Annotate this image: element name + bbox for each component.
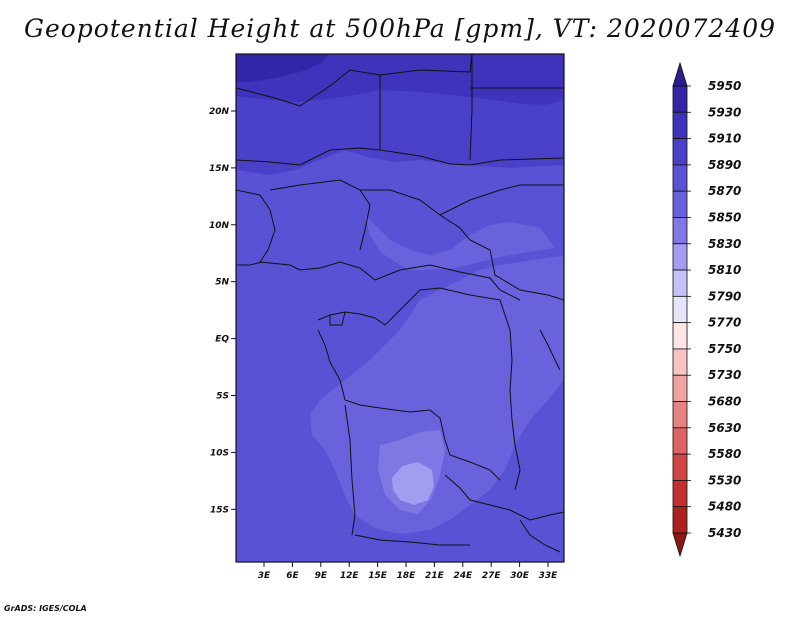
contour-5850-north bbox=[365, 215, 555, 270]
country-borders bbox=[236, 54, 564, 553]
contour-field bbox=[236, 54, 564, 562]
colorbar-label: 5950 bbox=[708, 79, 741, 93]
contour-5910 bbox=[236, 54, 564, 105]
lon-tick-label: 27E bbox=[482, 571, 502, 581]
colorbar-label: 5750 bbox=[708, 342, 741, 356]
colorbar-label: 5910 bbox=[708, 132, 741, 146]
lat-axis: 20N 15N 10N 5N EQ 5S 10S 15S bbox=[209, 107, 236, 515]
colorbar-label: 5680 bbox=[708, 395, 741, 409]
colorbar-label: 5530 bbox=[708, 473, 741, 487]
lat-tick-label: 10S bbox=[210, 448, 229, 458]
contour-5930 bbox=[236, 54, 330, 82]
lon-tick-label: 30E bbox=[510, 571, 530, 581]
colorbar-label: 5810 bbox=[708, 263, 741, 277]
colorbar-swatch bbox=[672, 374, 688, 402]
lon-tick-label: 33E bbox=[539, 571, 559, 581]
lon-tick-label: 9E bbox=[315, 571, 328, 581]
lon-tick-label: 12E bbox=[340, 571, 360, 581]
colorbar: 5950 5930 5910 5890 5870 5850 5830 5810 5790 5770… bbox=[672, 61, 741, 558]
colorbar-label: 5430 bbox=[708, 526, 741, 540]
colorbar-swatch bbox=[672, 506, 688, 534]
colorbar-swatch bbox=[672, 269, 688, 297]
colorbar-label: 5580 bbox=[708, 447, 741, 461]
colorbar-label: 5480 bbox=[708, 500, 741, 514]
map-title: Geopotential Height at 500hPa [gpm], VT:… bbox=[23, 14, 777, 43]
lat-tick-label: 15N bbox=[209, 164, 230, 174]
lon-tick-label: 18E bbox=[397, 571, 417, 581]
colorbar-label: 5870 bbox=[708, 184, 741, 198]
colorbar-label: 5790 bbox=[708, 289, 741, 303]
colorbar-label: 5930 bbox=[708, 105, 741, 119]
colorbar-swatch bbox=[672, 138, 688, 166]
lon-tick-label: 24E bbox=[453, 571, 473, 581]
lat-tick-label: 10N bbox=[209, 221, 230, 231]
colorbar-swatch bbox=[672, 243, 688, 271]
lon-tick-label: 15E bbox=[368, 571, 388, 581]
credit-label: GrADS: IGES/COLA bbox=[4, 604, 87, 613]
colorbar-swatch bbox=[672, 322, 688, 350]
lon-tick-label: 3E bbox=[258, 571, 271, 581]
lon-tick-label: 6E bbox=[286, 571, 299, 581]
colorbar-swatch bbox=[672, 453, 688, 481]
lat-tick-label: 5S bbox=[216, 392, 229, 402]
colorbar-swatch bbox=[672, 480, 688, 508]
lon-axis: 3E 6E 9E 12E 15E 18E 21E 24E 27E 30E 33E bbox=[258, 562, 558, 581]
colorbar-label: 5770 bbox=[708, 316, 741, 330]
colorbar-label: 5890 bbox=[708, 158, 741, 172]
colorbar-swatch bbox=[672, 217, 688, 245]
colorbar-swatch bbox=[672, 401, 688, 429]
colorbar-swatch bbox=[672, 164, 688, 192]
colorbar-swatch bbox=[672, 85, 688, 113]
colorbar-swatch bbox=[672, 427, 688, 455]
colorbar-label: 5630 bbox=[708, 421, 741, 435]
lat-tick-label: 5N bbox=[215, 278, 229, 288]
lat-tick-label: 15S bbox=[210, 505, 229, 515]
contour-5850 bbox=[310, 256, 564, 534]
colorbar-label: 5830 bbox=[708, 237, 741, 251]
contour-5810 bbox=[392, 462, 434, 505]
colorbar-top-arrow bbox=[672, 61, 688, 87]
colorbar-swatch bbox=[672, 111, 688, 139]
colorbar-bottom-arrow bbox=[672, 532, 688, 558]
colorbar-swatch bbox=[672, 348, 688, 376]
lat-tick-label: EQ bbox=[215, 335, 229, 345]
lon-tick-label: 21E bbox=[425, 571, 445, 581]
colorbar-swatch bbox=[672, 295, 688, 324]
colorbar-label: 5730 bbox=[708, 368, 741, 382]
lat-tick-label: 20N bbox=[209, 107, 230, 117]
colorbar-swatch bbox=[672, 190, 688, 218]
colorbar-label: 5850 bbox=[708, 210, 741, 224]
map-frame bbox=[235, 53, 565, 563]
